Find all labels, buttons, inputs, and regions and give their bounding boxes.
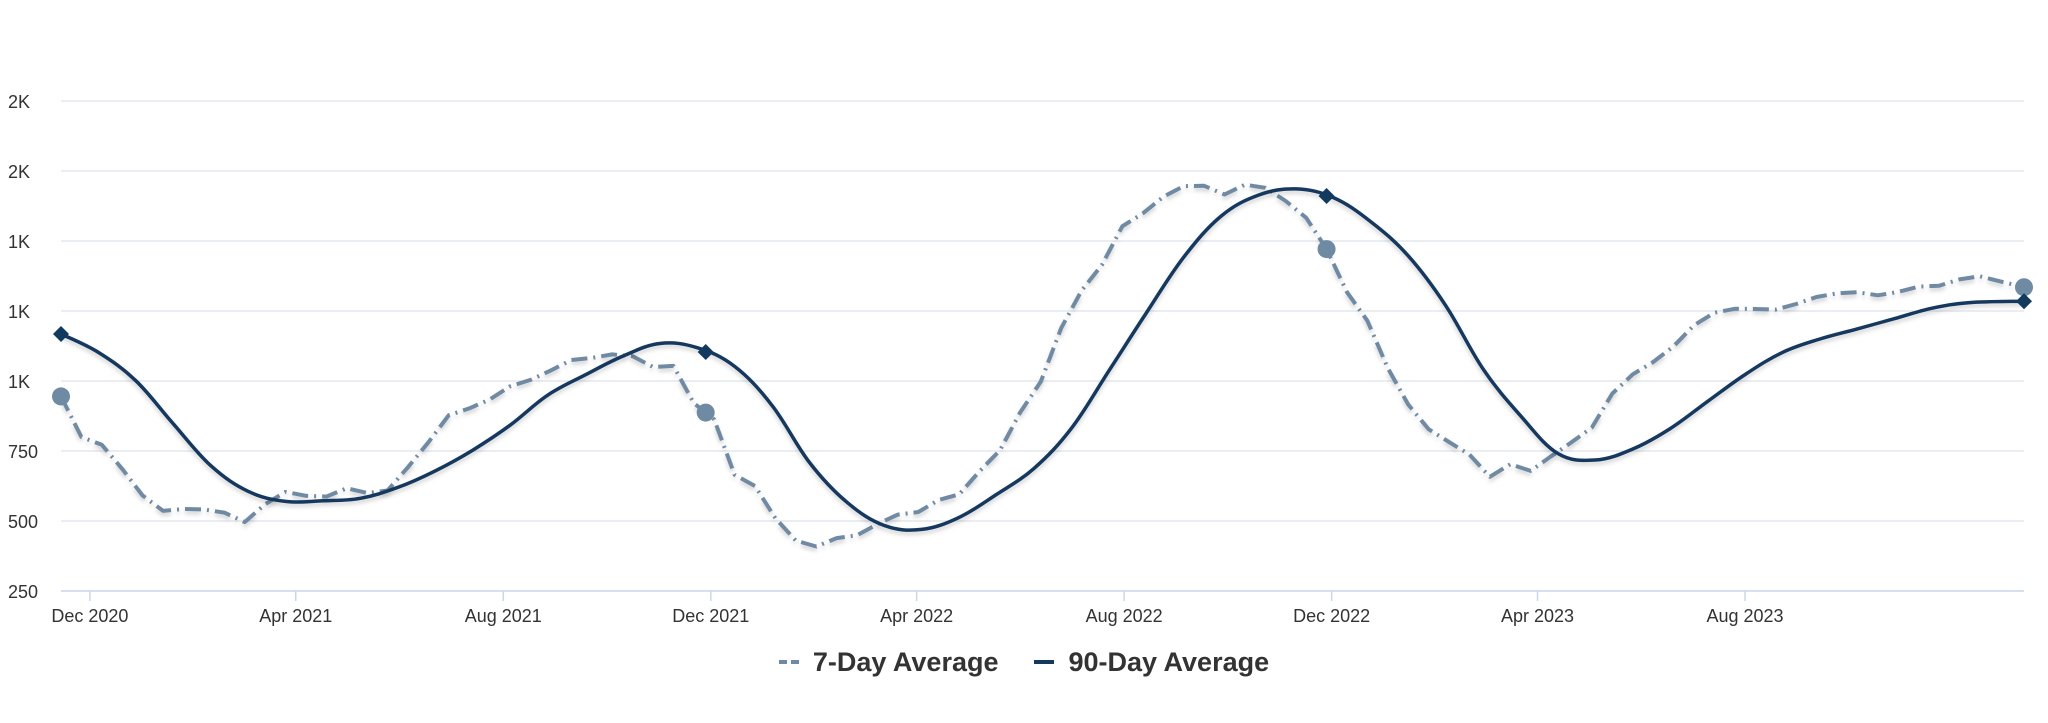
x-tick-label: Apr 2022 <box>880 606 953 626</box>
legend-label-7-day: 7-Day Average <box>812 646 999 677</box>
y-tick-label: 250 <box>8 582 38 602</box>
legend-item-90-day[interactable]: 90-Day Average <box>1034 647 1269 678</box>
y-tick-label: 2K <box>8 92 30 112</box>
marker-seven-day <box>696 403 715 422</box>
x-tick-label: Aug 2023 <box>1706 606 1783 626</box>
series-line-ninety-day <box>60 187 2025 532</box>
marker-seven-day <box>1317 240 1336 259</box>
x-tick-label: Dec 2021 <box>672 606 749 626</box>
legend-item-7-day[interactable]: 7-Day Average <box>778 646 999 678</box>
x-tick-label: Apr 2023 <box>1501 606 1574 626</box>
x-tick-label: Aug 2021 <box>465 606 542 626</box>
series-seven-day <box>52 182 2033 549</box>
y-tick-label: 1K <box>8 232 30 252</box>
chart-legend: 7-Day Average 90-Day Average <box>0 642 2048 682</box>
series-line-seven-day <box>59 182 2025 549</box>
legend-swatch-7-day <box>778 660 799 664</box>
marker-seven-day <box>52 387 70 406</box>
marker-ninety-day <box>2016 293 2032 310</box>
x-tick-label: Aug 2022 <box>1086 606 1163 626</box>
marker-seven-day <box>2015 278 2033 297</box>
x-tick-label: Dec 2022 <box>1293 606 1370 626</box>
x-tick-label: Dec 2020 <box>51 606 128 626</box>
y-tick-label: 2K <box>8 162 30 182</box>
legend-label-90-day: 90-Day Average <box>1068 646 1270 677</box>
marker-ninety-day <box>697 343 714 360</box>
y-tick-label: 750 <box>8 442 38 462</box>
marker-ninety-day <box>53 325 69 342</box>
series-layer <box>52 182 2033 549</box>
marker-ninety-day <box>1318 188 1335 205</box>
x-axis: Dec 2020 Apr 2021 Aug 2021 Dec 2021 Apr 2022… <box>51 590 2024 626</box>
y-tick-label: 1K <box>8 372 30 392</box>
x-tick-label: Apr 2021 <box>259 606 332 626</box>
legend-swatch-90-day <box>1034 660 1055 664</box>
y-axis: 250 500 750 1K 1K 1K 2K 2K <box>8 92 38 602</box>
y-tick-label: 500 <box>8 512 38 532</box>
y-tick-label: 1K <box>8 302 30 322</box>
series-ninety-day <box>53 187 2032 532</box>
